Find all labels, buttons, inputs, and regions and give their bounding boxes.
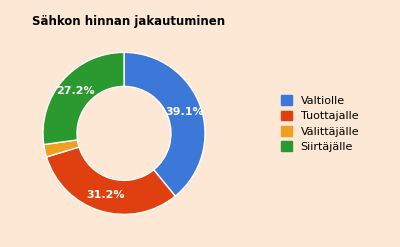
- Wedge shape: [43, 52, 124, 144]
- Text: 31.2%: 31.2%: [86, 190, 125, 200]
- Wedge shape: [44, 140, 79, 157]
- Wedge shape: [46, 147, 175, 214]
- Legend: Valtiolle, Tuottajalle, Välittäjälle, Siirtäjälle: Valtiolle, Tuottajalle, Välittäjälle, Si…: [281, 95, 359, 152]
- Text: Sähkon hinnan jakautuminen: Sähkon hinnan jakautuminen: [32, 15, 225, 28]
- Wedge shape: [124, 52, 205, 196]
- Text: 39.1%: 39.1%: [165, 107, 204, 117]
- Text: 27.2%: 27.2%: [56, 86, 95, 96]
